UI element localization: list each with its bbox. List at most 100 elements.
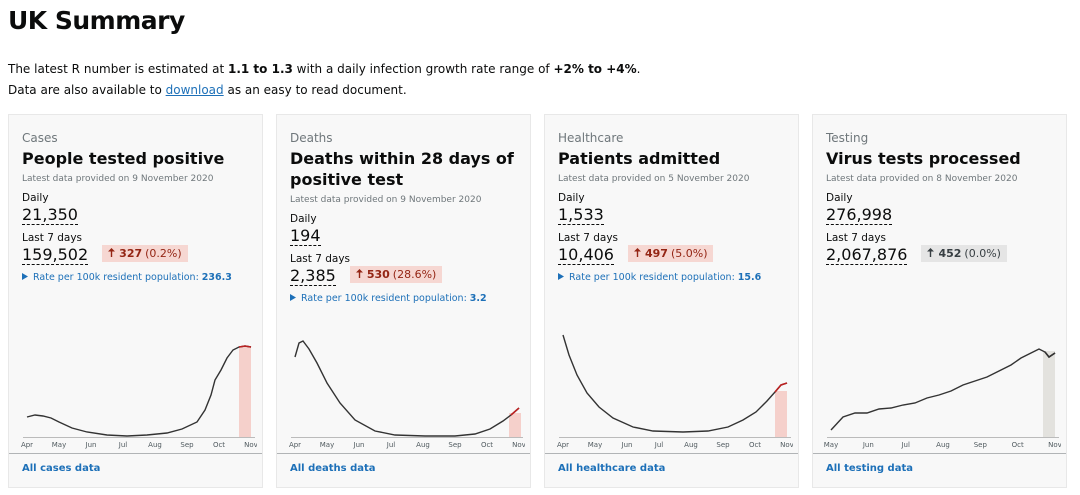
- recent-line: [238, 345, 252, 348]
- month-label: Apr: [557, 441, 569, 449]
- month-label: Oct: [481, 441, 493, 449]
- recent-line: [774, 382, 788, 393]
- arrow-icon: [355, 269, 363, 278]
- sparkline: May Jun Jul Aug Sep Oct Nov: [824, 348, 1061, 449]
- week-value: 2,067,876: [826, 245, 908, 265]
- card-title: Virus tests processed: [826, 149, 1021, 168]
- week-label: Last 7 days: [290, 253, 351, 265]
- change-badge: 497 (5.0%): [627, 245, 714, 262]
- trend-line: [26, 345, 252, 437]
- rate-toggle[interactable]: Rate per 100k resident population: 3.2: [290, 293, 518, 304]
- month-label: Jun: [621, 441, 633, 449]
- card-category: Healthcare: [558, 131, 624, 145]
- text: .: [636, 62, 641, 76]
- intro: The latest R number is estimated at 1.1 …: [8, 59, 641, 101]
- month-label: Aug: [148, 441, 162, 449]
- text: with a daily infection growth rate range…: [292, 62, 554, 76]
- rate-value: 236.3: [201, 272, 232, 283]
- month-label: Aug: [416, 441, 430, 449]
- daily-row: Daily 276,998: [826, 192, 1054, 225]
- card-title: Deaths within 28 days of positive test: [290, 149, 514, 189]
- change-badge: 452 (0.0%): [921, 245, 1007, 262]
- month-label: Nov: [1048, 441, 1061, 449]
- month-label: May: [588, 441, 602, 449]
- arrow: [927, 248, 935, 257]
- sparkline: Apr May Jun Jul Aug Sep Oct Nov: [289, 340, 525, 449]
- card: Cases People tested positive Latest data p…: [8, 114, 263, 488]
- text: Data are also available to: [8, 83, 166, 97]
- change-value: 452: [938, 247, 962, 260]
- latest-date: Latest data provided on 9 November 2020: [290, 195, 482, 205]
- arrow: [108, 248, 116, 257]
- rate-label: Rate per 100k resident population:: [301, 293, 467, 304]
- latest-band: [239, 346, 251, 437]
- week-value: 159,502: [22, 245, 89, 265]
- week-row: Last 7 days 10,406 497 (5.0%): [558, 232, 786, 265]
- card-category: Testing: [826, 131, 869, 145]
- latest-date: Latest data provided on 9 November 2020: [22, 174, 214, 184]
- month-label: Oct: [1012, 441, 1024, 449]
- text: as an easy to read document.: [223, 83, 407, 97]
- card-title: People tested positive: [22, 149, 225, 168]
- intro-line: Data are also available to download as a…: [8, 80, 641, 101]
- card-title: Patients admitted: [558, 149, 721, 168]
- footer-link[interactable]: All cases data: [9, 453, 262, 474]
- daily-label: Daily: [22, 192, 49, 204]
- month-label: Aug: [684, 441, 698, 449]
- footer-link[interactable]: All healthcare data: [545, 453, 798, 474]
- month-label: Sep: [180, 441, 194, 449]
- month-label: Oct: [213, 441, 225, 449]
- month-label: Sep: [448, 441, 462, 449]
- trend-line: [562, 334, 788, 433]
- month-label: Sep: [974, 441, 988, 449]
- card-category: Cases: [22, 131, 58, 145]
- rate-toggle[interactable]: Rate per 100k resident population: 236.3: [22, 272, 250, 283]
- week-label: Last 7 days: [558, 232, 619, 244]
- month-label: Nov: [244, 441, 257, 449]
- latest-band: [509, 413, 521, 437]
- triangle: [290, 294, 296, 301]
- month-label: Jul: [900, 441, 910, 449]
- sparkline: Apr May Jun Jul Aug Sep Oct Nov: [557, 334, 793, 449]
- footer-link[interactable]: All testing data: [813, 453, 1066, 474]
- download-link[interactable]: download: [165, 83, 224, 97]
- footer-link[interactable]: All deaths data: [277, 453, 530, 474]
- arrow-icon: [927, 248, 935, 257]
- daily-value: 194: [290, 226, 321, 246]
- card: Testing Virus tests processed Latest data …: [812, 114, 1067, 488]
- latest-band: [1043, 351, 1055, 437]
- rate-toggle[interactable]: Rate per 100k resident population: 15.6: [558, 272, 786, 283]
- daily-value: 21,350: [22, 205, 78, 225]
- month-label: Jun: [85, 441, 97, 449]
- trend-line: [830, 348, 1056, 431]
- recent-line: [1044, 351, 1056, 359]
- month-label: Apr: [289, 441, 301, 449]
- rate-value: 15.6: [737, 272, 762, 283]
- week-row: Last 7 days 2,385 530 (28.6%): [290, 253, 518, 286]
- page-title: UK Summary: [8, 6, 185, 35]
- arrow-icon: [108, 248, 116, 257]
- arrow: [633, 248, 641, 257]
- month-label: Nov: [780, 441, 793, 449]
- month-label: Jun: [353, 441, 365, 449]
- latest-date: Latest data provided on 5 November 2020: [558, 174, 750, 184]
- daily-row: Daily 194: [290, 213, 518, 246]
- growth-range: +2% to +4%: [553, 62, 637, 76]
- triangle: [22, 273, 28, 280]
- sparkline: Apr May Jun Jul Aug Sep Oct Nov: [21, 345, 257, 449]
- change-pct: (0.0%): [964, 247, 1001, 260]
- latest-date: Latest data provided on 8 November 2020: [826, 174, 1018, 184]
- change-pct: (0.2%): [145, 247, 182, 260]
- card-category: Deaths: [290, 131, 333, 145]
- daily-label: Daily: [826, 192, 853, 204]
- trend-line: [294, 340, 520, 437]
- month-label: Sep: [716, 441, 730, 449]
- change-badge: 327 (0.2%): [102, 245, 188, 262]
- month-label: Apr: [21, 441, 33, 449]
- change-value: 497: [644, 247, 668, 260]
- arrow-icon: [633, 248, 641, 257]
- month-label: Oct: [749, 441, 761, 449]
- card: Deaths Deaths within 28 days of positive …: [276, 114, 531, 488]
- rate-label: Rate per 100k resident population:: [569, 272, 735, 283]
